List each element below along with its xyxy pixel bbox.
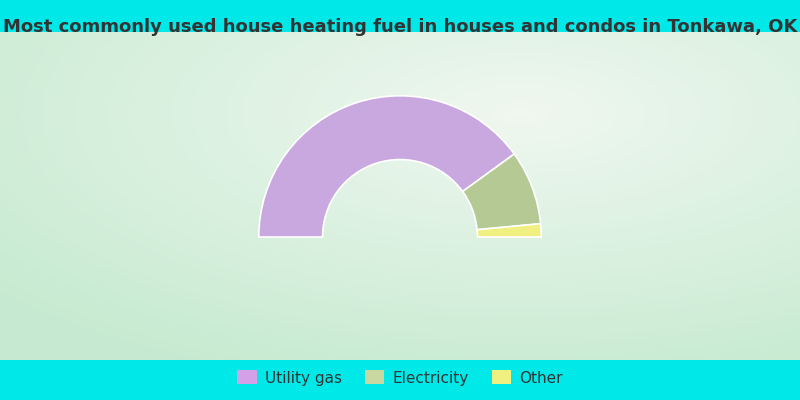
Legend: Utility gas, Electricity, Other: Utility gas, Electricity, Other [234,368,566,388]
Wedge shape [258,96,514,237]
Wedge shape [462,154,541,230]
Text: Most commonly used house heating fuel in houses and condos in Tonkawa, OK: Most commonly used house heating fuel in… [3,18,797,36]
Wedge shape [477,224,542,237]
